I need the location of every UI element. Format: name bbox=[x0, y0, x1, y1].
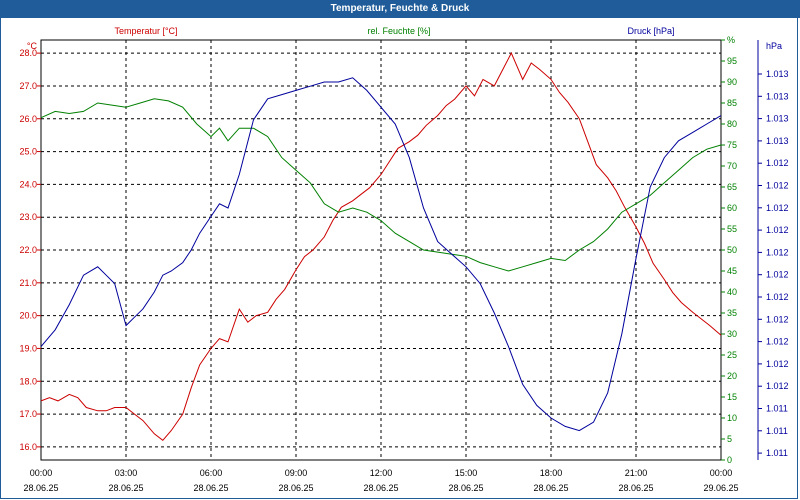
humidity-tick-label: 85 bbox=[727, 98, 737, 108]
humidity-tick-label: 20 bbox=[727, 371, 737, 381]
pressure-tick-label: 1.012 bbox=[766, 158, 789, 168]
pressure-tick-label: 1.013 bbox=[766, 91, 789, 101]
humidity-tick-label: 60 bbox=[727, 203, 737, 213]
humidity-tick-label: 10 bbox=[727, 413, 737, 423]
humidity-tick-label: 80 bbox=[727, 119, 737, 129]
temperature-axis-title: Temperatur [°C] bbox=[114, 26, 177, 36]
x-tick-label-date: 28.06.25 bbox=[23, 483, 58, 493]
pressure-tick-label: 1.013 bbox=[766, 114, 789, 124]
x-tick-label-time: 00:00 bbox=[710, 468, 733, 478]
temperature-tick-label: 28.0 bbox=[19, 48, 37, 58]
temperature-tick-label: 25.0 bbox=[19, 147, 37, 157]
x-tick-label-time: 00:00 bbox=[30, 468, 53, 478]
chart-title: Temperatur, Feuchte & Druck bbox=[0, 0, 800, 18]
x-tick-label-date: 28.06.25 bbox=[193, 483, 228, 493]
pressure-tick-label: 1.012 bbox=[766, 270, 789, 280]
x-tick-label-date: 28.06.25 bbox=[618, 483, 653, 493]
humidity-tick-label: 95 bbox=[727, 56, 737, 66]
pressure-tick-label: 1.012 bbox=[766, 225, 789, 235]
pressure-tick-label: 1.012 bbox=[766, 381, 789, 391]
pressure-tick-label: 1.013 bbox=[766, 136, 789, 146]
temperature-tick-label: 19.0 bbox=[19, 343, 37, 353]
pressure-tick-label: 1.012 bbox=[766, 292, 789, 302]
pressure-tick-label: 1.012 bbox=[766, 203, 789, 213]
pressure-tick-label: 1.012 bbox=[766, 359, 789, 369]
pressure-tick-label: 1.011 bbox=[766, 448, 788, 458]
humidity-tick-label: 35 bbox=[727, 308, 737, 318]
humidity-tick-label: % bbox=[727, 35, 735, 45]
x-tick-label-date: 28.06.25 bbox=[278, 483, 313, 493]
x-tick-label-time: 21:00 bbox=[625, 468, 648, 478]
temperature-tick-label: 26.0 bbox=[19, 114, 37, 124]
pressure-axis-title: Druck [hPa] bbox=[627, 26, 674, 36]
x-tick-label-date: 28.06.25 bbox=[448, 483, 483, 493]
humidity-tick-label: 5 bbox=[727, 434, 732, 444]
x-tick-label-time: 03:00 bbox=[115, 468, 138, 478]
pressure-tick-label: 1.012 bbox=[766, 314, 789, 324]
pressure-tick-label: 1.012 bbox=[766, 247, 789, 257]
chart-svg: 28.0 27.0 26.0 25.0 24.0 23.0 22.0 21.0 20.0 19.0… bbox=[19, 26, 789, 493]
x-tick-label-date: 28.06.25 bbox=[108, 483, 143, 493]
temperature-tick-label: 17.0 bbox=[19, 409, 37, 419]
humidity-tick-label: 45 bbox=[727, 266, 737, 276]
humidity-tick-label: 50 bbox=[727, 245, 737, 255]
humidity-tick-label: 30 bbox=[727, 329, 737, 339]
x-tick-label-time: 06:00 bbox=[200, 468, 223, 478]
temperature-tick-label: 23.0 bbox=[19, 212, 37, 222]
humidity-tick-label: 90 bbox=[727, 77, 737, 87]
humidity-tick-label: 75 bbox=[727, 140, 737, 150]
humidity-tick-label: 70 bbox=[727, 161, 737, 171]
humidity-tick-label: 15 bbox=[727, 392, 737, 402]
x-tick-label-time: 15:00 bbox=[455, 468, 478, 478]
chart-frame: 28.0 27.0 26.0 25.0 24.0 23.0 22.0 21.0 20.0 19.0… bbox=[0, 18, 798, 499]
humidity-tick-label: 25 bbox=[727, 350, 737, 360]
series-line-humidity bbox=[40, 98, 722, 272]
pressure-tick-label: 1.011 bbox=[766, 404, 788, 414]
humidity-tick-label: 40 bbox=[727, 287, 737, 297]
humidity-tick-label: 0 bbox=[727, 455, 732, 465]
temperature-tick-label: 22.0 bbox=[19, 245, 37, 255]
series-line-pressure bbox=[40, 77, 722, 432]
humidity-tick-label: 55 bbox=[727, 224, 737, 234]
temperature-tick-label: 16.0 bbox=[19, 442, 37, 452]
temperature-tick-label: 18.0 bbox=[19, 376, 37, 386]
temperature-tick-label: 20.0 bbox=[19, 311, 37, 321]
series-line-temperature bbox=[40, 51, 722, 441]
x-tick-label-time: 18:00 bbox=[540, 468, 563, 478]
x-tick-label-date: 29.06.25 bbox=[703, 483, 738, 493]
temperature-unit-label: °C bbox=[27, 41, 38, 51]
x-tick-label-time: 12:00 bbox=[370, 468, 393, 478]
temperature-tick-label: 27.0 bbox=[19, 81, 37, 91]
pressure-tick-label: 1.011 bbox=[766, 426, 788, 436]
humidity-tick-label: 65 bbox=[727, 182, 737, 192]
x-tick-label-date: 28.06.25 bbox=[363, 483, 398, 493]
x-tick-label-date: 28.06.25 bbox=[533, 483, 568, 493]
temperature-tick-label: 24.0 bbox=[19, 179, 37, 189]
temperature-tick-label: 21.0 bbox=[19, 278, 37, 288]
pressure-tick-label: 1.013 bbox=[766, 69, 789, 79]
pressure-unit-label: hPa bbox=[766, 41, 782, 51]
humidity-axis-title: rel. Feuchte [%] bbox=[367, 26, 430, 36]
pressure-tick-label: 1.012 bbox=[766, 337, 789, 347]
pressure-tick-label: 1.012 bbox=[766, 181, 789, 191]
x-tick-label-time: 09:00 bbox=[285, 468, 308, 478]
